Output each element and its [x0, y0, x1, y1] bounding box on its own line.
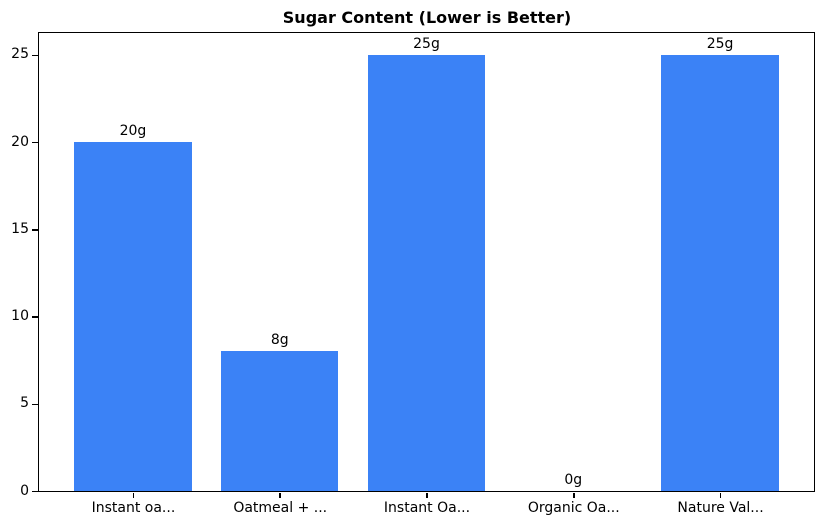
x-tick-mark	[132, 493, 135, 498]
chart-title: Sugar Content (Lower is Better)	[282, 8, 572, 27]
x-tick-mark	[426, 493, 428, 498]
y-tick-mark	[32, 403, 38, 405]
y-tick-mark	[32, 229, 38, 231]
x-tick-label: Instant Oa...	[383, 500, 471, 516]
bar	[367, 54, 486, 491]
x-tick-label: Organic Oa...	[527, 500, 620, 516]
y-tick-label: 20	[11, 133, 29, 150]
bar-value-label: 25g	[706, 35, 734, 52]
plot-area: 20g 8g 25g 0g 25g	[38, 32, 815, 492]
y-tick-label: 25	[11, 46, 29, 63]
bar-value-label: 0g	[564, 472, 583, 488]
bar	[221, 351, 339, 491]
y-tick-label: 10	[11, 308, 29, 325]
x-tick-mark	[719, 493, 722, 498]
x-tick-mark	[279, 493, 281, 498]
y-tick-mark	[32, 141, 38, 144]
bar	[661, 54, 779, 491]
y-tick-mark	[32, 316, 38, 318]
y-tick-label: 0	[20, 482, 29, 499]
x-tick-label: Oatmeal + ...	[233, 500, 328, 516]
bar-value-label: 20g	[119, 123, 147, 140]
y-tick-label: 15	[11, 220, 29, 237]
y-tick-mark	[32, 54, 38, 57]
bar-value-label: 8g	[270, 332, 289, 349]
x-tick-label: Nature Val...	[677, 500, 764, 516]
bar	[74, 142, 192, 491]
x-tick-mark	[573, 493, 575, 498]
x-tick-label: Instant oa...	[91, 500, 176, 516]
y-tick-label: 5	[20, 395, 29, 412]
bar-value-label: 25g	[413, 35, 440, 52]
y-tick-mark	[32, 490, 38, 493]
